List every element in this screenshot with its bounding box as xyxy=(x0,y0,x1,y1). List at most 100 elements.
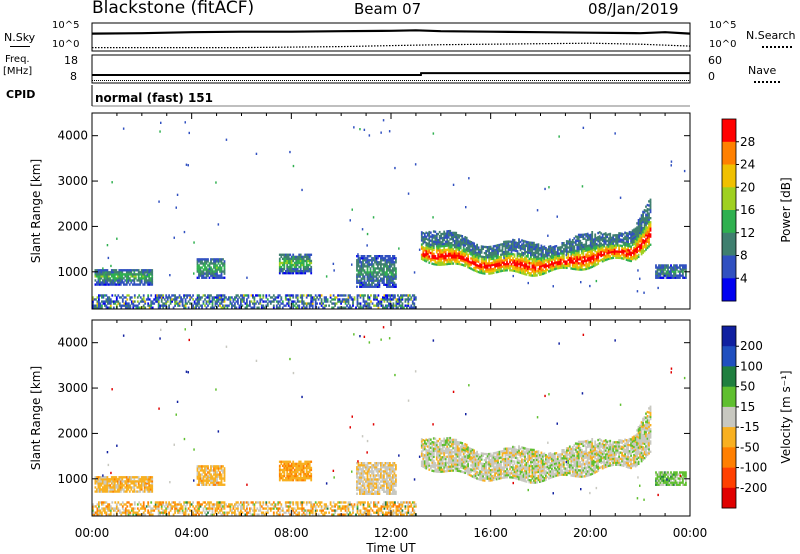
power-cell xyxy=(567,254,570,257)
power-cell xyxy=(305,261,308,265)
power-cell xyxy=(639,225,641,229)
velocity-cell xyxy=(365,472,367,475)
power-cell xyxy=(524,268,526,272)
power-cell xyxy=(211,272,214,275)
velocity-cell xyxy=(302,472,305,476)
power-cell xyxy=(392,294,395,297)
power-cell xyxy=(570,255,573,258)
power-cell xyxy=(497,266,499,269)
power-cell xyxy=(92,306,94,309)
velocity-cell xyxy=(219,481,221,484)
power-cell xyxy=(287,304,290,307)
power-cell xyxy=(458,244,461,247)
power-cell xyxy=(649,200,652,204)
power-cell xyxy=(456,252,459,255)
power-cell xyxy=(495,271,498,274)
velocity-cell xyxy=(359,492,361,495)
power-cell xyxy=(284,261,287,265)
power-cell xyxy=(598,253,601,256)
velocity-cell xyxy=(220,469,223,472)
power-cell xyxy=(390,271,393,274)
velocity-cell xyxy=(208,471,211,474)
power-cell xyxy=(545,253,547,256)
power-cell xyxy=(441,243,444,246)
power-cell xyxy=(595,245,598,248)
power-cell xyxy=(542,260,544,263)
power-cell xyxy=(423,239,426,242)
power-cell xyxy=(205,262,208,265)
power-cell xyxy=(516,262,519,265)
power-cell xyxy=(100,273,103,276)
power-cell xyxy=(627,244,629,248)
power-cell xyxy=(642,227,644,230)
power-cell xyxy=(464,252,467,255)
power-cell xyxy=(527,269,529,273)
velocity-cell xyxy=(383,478,385,481)
power-cell xyxy=(311,298,314,301)
velocity-cell xyxy=(392,490,394,493)
velocity-cell xyxy=(139,488,142,491)
velocity-cell xyxy=(392,488,394,491)
power-cell xyxy=(609,251,612,254)
power-cell xyxy=(213,296,215,299)
velocity-cell xyxy=(363,484,366,487)
power-cell xyxy=(452,244,455,247)
velocity-cell xyxy=(387,468,390,471)
velocity-cell xyxy=(121,482,124,485)
power-cell xyxy=(186,294,188,297)
velocity-cell xyxy=(110,476,113,479)
velocity-cell xyxy=(105,484,107,487)
power-cell xyxy=(151,281,154,284)
power-cell xyxy=(133,271,136,274)
power-cell xyxy=(459,259,462,262)
power-cell xyxy=(151,283,154,286)
velocity-cell xyxy=(283,466,286,470)
power-cell xyxy=(637,225,640,228)
power-cell xyxy=(213,298,215,301)
power-cell xyxy=(589,235,592,239)
power-cell xyxy=(655,272,657,275)
power-cell xyxy=(567,252,570,255)
power-cell xyxy=(489,258,492,261)
power-cell xyxy=(359,294,362,297)
power-cell xyxy=(633,230,635,233)
power-cell xyxy=(561,242,564,245)
power-cell xyxy=(612,254,615,258)
power-cell xyxy=(106,277,109,280)
power-cell xyxy=(207,258,209,261)
velocity-cell xyxy=(389,462,391,465)
power-cell xyxy=(441,255,444,258)
velocity-cell xyxy=(198,481,200,484)
velocity-cell xyxy=(366,470,369,473)
power-cell xyxy=(456,258,459,261)
power-cell xyxy=(301,259,304,263)
power-cell xyxy=(645,230,647,233)
velocity-cell xyxy=(98,513,100,516)
power-cell xyxy=(341,298,344,301)
velocity-cell xyxy=(278,464,281,468)
power-cell xyxy=(528,243,531,246)
power-cell xyxy=(374,294,377,297)
velocity-cell xyxy=(375,492,378,495)
power-cell xyxy=(377,263,379,266)
power-cell xyxy=(521,247,523,250)
power-cell xyxy=(362,267,364,270)
power-cell xyxy=(612,256,615,260)
power-cell xyxy=(105,279,107,282)
power-cell xyxy=(577,268,580,271)
power-cell xyxy=(443,236,446,240)
power-cell xyxy=(464,258,467,261)
power-cell xyxy=(389,269,391,272)
power-cell xyxy=(609,238,612,242)
velocity-cell xyxy=(139,490,142,493)
power-speckle xyxy=(527,281,529,285)
power-cell xyxy=(290,300,293,303)
power-cell xyxy=(597,262,600,265)
power-cell xyxy=(109,281,112,284)
power-cell xyxy=(646,218,649,221)
power-cell xyxy=(585,255,588,258)
velocity-cell xyxy=(301,479,304,482)
velocity-cell xyxy=(97,482,100,485)
velocity-cell xyxy=(96,509,99,512)
power-cell xyxy=(543,255,546,259)
